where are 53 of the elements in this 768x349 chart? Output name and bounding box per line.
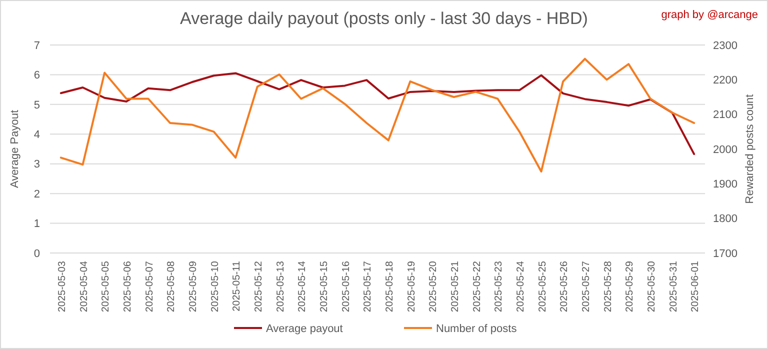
- y-tick-label: 3: [34, 158, 40, 171]
- x-tick-label: 2025-05-03: [56, 260, 68, 312]
- x-tick-label: 2025-05-11: [232, 260, 243, 312]
- chart-title: Average daily payout (posts only - last 30 days - HBD): [180, 9, 588, 28]
- legend-label: Number of posts: [436, 322, 518, 335]
- x-tick-label: 2025-05-24: [515, 260, 526, 312]
- y-axis-title: Average Payout: [9, 110, 21, 188]
- x-tick-label: 2025-05-12: [253, 260, 264, 312]
- y-tick-label: 7: [34, 40, 40, 52]
- y-tick-label: 0: [34, 248, 40, 260]
- x-tick-label: 2025-05-08: [166, 260, 178, 312]
- x-tick-label: 2025-05-13: [275, 260, 286, 312]
- y-tick-label: 5: [34, 99, 40, 112]
- x-tick-label: 2025-05-18: [384, 260, 396, 312]
- x-tick-label: 2025-05-05: [100, 260, 112, 312]
- y-tick-label: 4: [34, 128, 40, 141]
- x-tick-label: 2025-05-07: [144, 260, 156, 312]
- text: graph by @arcange: [661, 9, 758, 21]
- x-tick-label: 2025-05-28: [602, 260, 614, 312]
- y2-axis-title: Rewarded posts count: [744, 94, 756, 204]
- x-tick-label: 2025-05-09: [188, 260, 199, 312]
- y-tick-label: 6: [34, 70, 40, 82]
- x-tick-label: 2025-05-19: [406, 260, 418, 312]
- x-tick-label: 2025-05-29: [624, 260, 636, 312]
- x-tick-label: 2025-05-16: [340, 260, 352, 312]
- x-tick-label: 2025-05-17: [362, 260, 374, 312]
- y2-tick-label: 2300: [713, 40, 738, 52]
- y-tick-label: 1: [34, 218, 40, 230]
- x-tick-label: 2025-05-21: [450, 260, 461, 312]
- y2-tick-label: 1700: [713, 248, 738, 260]
- x-tick-label: 2025-05-22: [472, 260, 483, 312]
- x-tick-label: 2025-05-15: [318, 260, 330, 312]
- x-tick-label: 2025-05-27: [580, 260, 592, 312]
- x-tick-label: 2025-05-10: [210, 260, 221, 312]
- x-tick-label: 2025-05-04: [78, 260, 90, 312]
- x-tick-label: 2025-05-06: [122, 260, 134, 312]
- x-tick-label: 2025-05-30: [646, 260, 658, 312]
- y2-tick-label: 2100: [713, 109, 738, 122]
- x-tick-label: 2025-05-31: [668, 260, 680, 312]
- x-tick-label: 2025-06-01: [690, 260, 702, 312]
- y2-tick-label: 2000: [713, 144, 738, 156]
- x-tick-label: 2025-05-14: [297, 260, 308, 312]
- line-series: [60, 58, 696, 173]
- y2-tick-label: 1900: [713, 178, 738, 191]
- x-tick-label: 2025-05-25: [537, 260, 548, 312]
- line-series: [60, 72, 696, 156]
- legend-label: Average payout: [266, 322, 343, 335]
- x-tick-label: 2025-05-23: [494, 260, 505, 312]
- y2-tick-label: 1800: [713, 213, 738, 226]
- y2-tick-label: 2200: [713, 74, 738, 87]
- x-tick-label: 2025-05-20: [428, 260, 440, 312]
- x-tick-label: 2025-05-26: [559, 260, 570, 312]
- y-tick-label: 2: [34, 188, 40, 200]
